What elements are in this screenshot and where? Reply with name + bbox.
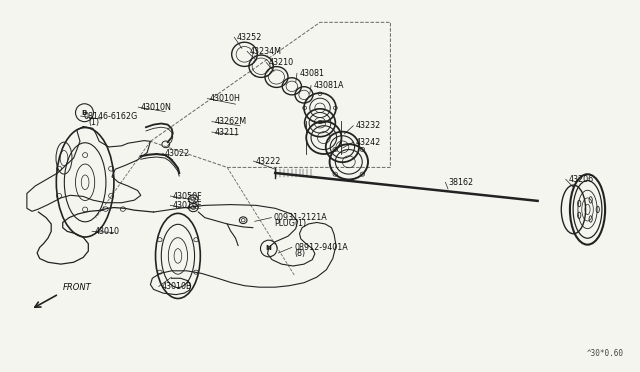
Text: 43022: 43022	[165, 149, 190, 158]
Text: N: N	[266, 246, 272, 251]
Text: 43050F: 43050F	[173, 192, 202, 201]
Text: 43010: 43010	[95, 227, 120, 236]
Text: 43222: 43222	[256, 157, 282, 166]
Text: 08912-9401A: 08912-9401A	[294, 243, 348, 252]
Text: (1): (1)	[88, 118, 99, 126]
Text: 43210: 43210	[269, 58, 294, 67]
Text: 08146-6162G: 08146-6162G	[83, 112, 138, 121]
Text: 43242: 43242	[356, 138, 381, 147]
Text: 43234M: 43234M	[250, 47, 282, 56]
Text: 43010F: 43010F	[173, 201, 202, 210]
Text: B: B	[82, 110, 87, 116]
Text: 43206: 43206	[568, 175, 593, 184]
Text: ^30*0.60: ^30*0.60	[587, 349, 624, 358]
Text: 00931-2121A: 00931-2121A	[274, 213, 328, 222]
Text: 43211: 43211	[214, 128, 239, 137]
Text: (8): (8)	[294, 249, 305, 258]
Text: FRONT: FRONT	[63, 283, 92, 292]
Text: 43232: 43232	[356, 121, 381, 130]
Text: 43010B: 43010B	[161, 282, 192, 291]
Text: 43081A: 43081A	[314, 81, 344, 90]
Text: 43262M: 43262M	[214, 117, 246, 126]
Text: 43252: 43252	[237, 33, 262, 42]
Text: 43081: 43081	[300, 69, 324, 78]
Text: PLUG(1): PLUG(1)	[274, 219, 306, 228]
Text: 43010H: 43010H	[210, 94, 241, 103]
Text: 38162: 38162	[448, 178, 473, 187]
Text: 43010N: 43010N	[141, 103, 172, 112]
